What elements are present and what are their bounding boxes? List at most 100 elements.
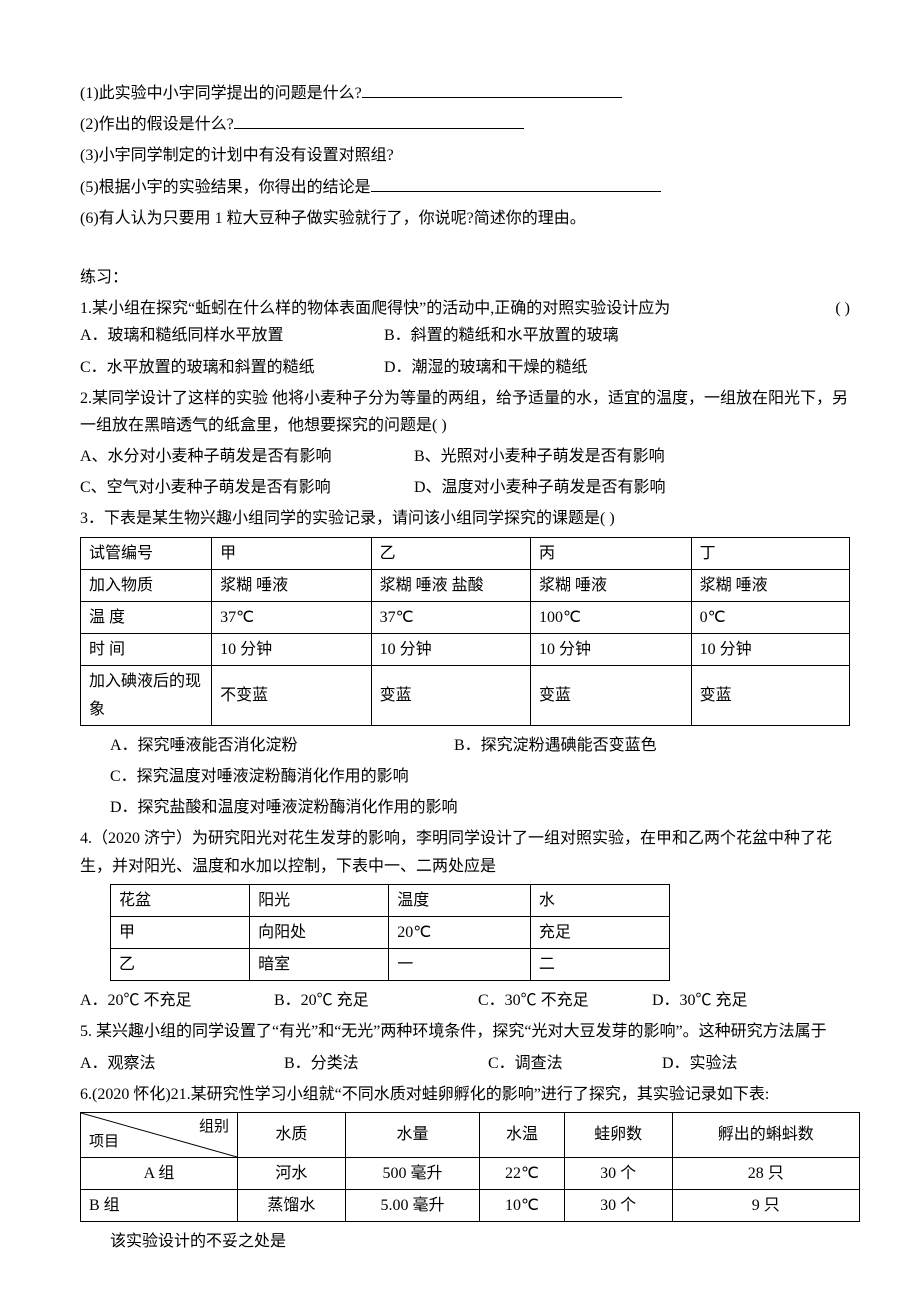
q1-paren[interactable]: ( ) <box>835 295 850 322</box>
q6-diag-bot: 项目 <box>89 1130 119 1156</box>
q3-r2c1: 10 分钟 <box>212 634 371 666</box>
q3-r2c3: 10 分钟 <box>531 634 692 666</box>
q1-opt-d[interactable]: D．潮湿的玻璃和干燥的糙纸 <box>384 359 588 376</box>
q4-th-0: 花盆 <box>111 884 250 916</box>
q2-stem: 2.某同学设计了这样的实验 他将小麦种子分为等量的两组，给予适量的水，适宜的温度… <box>80 385 850 439</box>
q3-r3c4: 变蓝 <box>691 666 849 725</box>
q3-th-1: 甲 <box>212 537 371 569</box>
q4-th-2: 温度 <box>389 884 531 916</box>
q4-r0c0: 甲 <box>111 916 250 948</box>
intro-q5: (5)根据小宇的实验结果，你得出的结论是 <box>80 174 850 201</box>
q2-opt-c[interactable]: C、空气对小麦种子萌发是否有影响 <box>80 474 410 501</box>
q6-th-2: 水温 <box>480 1113 565 1158</box>
q1-options-row2: C．水平放置的玻璃和斜置的糙纸 D．潮湿的玻璃和干燥的糙纸 <box>80 354 850 381</box>
q3-r3c0: 加入碘液后的现象 <box>81 666 212 725</box>
q6-r1c0: B 组 <box>81 1190 238 1222</box>
q1-options-row1: A．玻璃和糙纸同样水平放置 B．斜置的糙纸和水平放置的玻璃 <box>80 322 850 349</box>
q2-options-row1: A、水分对小麦种子萌发是否有影响 B、光照对小麦种子萌发是否有影响 <box>80 443 850 470</box>
q3-r0c0: 加入物质 <box>81 569 212 601</box>
q4-table: 花盆 阳光 温度 水 甲 向阳处 20℃ 充足 乙 暗室 一 二 <box>110 884 670 982</box>
q6-r0c3: 22℃ <box>480 1158 565 1190</box>
q3-r0c4: 浆糊 唾液 <box>691 569 849 601</box>
q3-r0c3: 浆糊 唾液 <box>531 569 692 601</box>
table-row: 时 间 10 分钟 10 分钟 10 分钟 10 分钟 <box>81 634 850 666</box>
q4-r1c0: 乙 <box>111 949 250 981</box>
intro-q6: (6)有人认为只要用 1 粒大豆种子做实验就行了，你说呢?简述你的理由。 <box>80 205 850 232</box>
q4-opt-b[interactable]: B．20℃ 充足 <box>274 987 474 1014</box>
q3-r2c4: 10 分钟 <box>691 634 849 666</box>
q3-th-0: 试管编号 <box>81 537 212 569</box>
q6-r1c2: 5.00 毫升 <box>345 1190 479 1222</box>
q3-opt-d[interactable]: D．探究盐酸和温度对唾液淀粉酶消化作用的影响 <box>80 794 850 821</box>
q6-r1c1: 蒸馏水 <box>238 1190 346 1222</box>
q4-stem: 4.（2020 济宁）为研究阳光对花生发芽的影响，李明同学设计了一组对照实验，在… <box>80 825 850 879</box>
q1-stem: 1.某小组在探究“蚯蚓在什么样的物体表面爬得快”的活动中,正确的对照实验设计应为 <box>80 295 670 322</box>
table-row: 甲 向阳处 20℃ 充足 <box>111 916 670 948</box>
q6-th-0: 水质 <box>238 1113 346 1158</box>
q2-opt-a[interactable]: A、水分对小麦种子萌发是否有影响 <box>80 443 410 470</box>
intro-q1-blank[interactable] <box>362 81 622 98</box>
table-row: 花盆 阳光 温度 水 <box>111 884 670 916</box>
q6-r0c2: 500 毫升 <box>345 1158 479 1190</box>
q6-r1c5: 9 只 <box>672 1190 859 1222</box>
q6-diag-cell: 组别 项目 <box>81 1113 238 1158</box>
q3-opt-a[interactable]: A．探究唾液能否消化淀粉 <box>110 732 450 759</box>
q6-th-4: 孵出的蝌蚪数 <box>672 1113 859 1158</box>
q3-th-2: 乙 <box>371 537 530 569</box>
table-row: A 组 河水 500 毫升 22℃ 30 个 28 只 <box>81 1158 860 1190</box>
q5-opt-b[interactable]: B．分类法 <box>284 1050 484 1077</box>
q4-opt-a[interactable]: A．20℃ 不充足 <box>80 987 270 1014</box>
q3-r1c3: 100℃ <box>531 602 692 634</box>
q6-tail: 该实验设计的不妥之处是 <box>80 1228 850 1255</box>
q4-opt-d[interactable]: D．30℃ 充足 <box>652 992 748 1009</box>
q6-r0c4: 30 个 <box>564 1158 672 1190</box>
q3-r2c2: 10 分钟 <box>371 634 530 666</box>
q6-r1c4: 30 个 <box>564 1190 672 1222</box>
q2-opt-b[interactable]: B、光照对小麦种子萌发是否有影响 <box>414 448 665 465</box>
q5-stem: 5. 某兴趣小组的同学设置了“有光”和“无光”两种环境条件，探究“光对大豆发芽的… <box>80 1018 850 1045</box>
q3-th-3: 丙 <box>531 537 692 569</box>
table-row: 加入碘液后的现象 不变蓝 变蓝 变蓝 变蓝 <box>81 666 850 725</box>
q3-options-row1: A．探究唾液能否消化淀粉 B．探究淀粉遇碘能否变蓝色 <box>80 732 850 759</box>
q4-r0c1: 向阳处 <box>250 916 389 948</box>
q3-r0c2: 浆糊 唾液 盐酸 <box>371 569 530 601</box>
q6-table: 组别 项目 水质 水量 水温 蛙卵数 孵出的蝌蚪数 A 组 河水 500 毫升 … <box>80 1112 860 1222</box>
q4-th-3: 水 <box>530 884 669 916</box>
q4-opt-c[interactable]: C．30℃ 不充足 <box>478 987 648 1014</box>
q6-r1c3: 10℃ <box>480 1190 565 1222</box>
q3-opt-b[interactable]: B．探究淀粉遇碘能否变蓝色 <box>454 737 657 754</box>
table-row: 乙 暗室 一 二 <box>111 949 670 981</box>
q6-th-1: 水量 <box>345 1113 479 1158</box>
table-row: B 组 蒸馏水 5.00 毫升 10℃ 30 个 9 只 <box>81 1190 860 1222</box>
intro-q2: (2)作出的假设是什么? <box>80 111 850 138</box>
intro-q2-blank[interactable] <box>234 112 524 129</box>
q5-opt-a[interactable]: A．观察法 <box>80 1050 280 1077</box>
q3-table: 试管编号 甲 乙 丙 丁 加入物质 浆糊 唾液 浆糊 唾液 盐酸 浆糊 唾液 浆… <box>80 537 850 726</box>
q2-opt-d[interactable]: D、温度对小麦种子萌发是否有影响 <box>414 479 666 496</box>
q3-r1c0: 温 度 <box>81 602 212 634</box>
q6-r0c1: 河水 <box>238 1158 346 1190</box>
q2-options-row2: C、空气对小麦种子萌发是否有影响 D、温度对小麦种子萌发是否有影响 <box>80 474 850 501</box>
q5-options: A．观察法 B．分类法 C．调查法 D．实验法 <box>80 1050 850 1077</box>
intro-q5-blank[interactable] <box>371 175 661 192</box>
q3-r0c1: 浆糊 唾液 <box>212 569 371 601</box>
q5-opt-d[interactable]: D．实验法 <box>662 1055 738 1072</box>
q3-stem: 3．下表是某生物兴趣小组同学的实验记录，请问该小组同学探究的课题是( ) <box>80 505 850 532</box>
q1-opt-a[interactable]: A．玻璃和糙纸同样水平放置 <box>80 322 380 349</box>
q1-opt-c[interactable]: C．水平放置的玻璃和斜置的糙纸 <box>80 354 380 381</box>
intro-q1-prefix: (1)此实验中小宇同学提出的问题是什么? <box>80 85 362 102</box>
q4-r0c3: 充足 <box>530 916 669 948</box>
table-row: 温 度 37℃ 37℃ 100℃ 0℃ <box>81 602 850 634</box>
q3-r2c0: 时 间 <box>81 634 212 666</box>
q3-r1c4: 0℃ <box>691 602 849 634</box>
q4-th-1: 阳光 <box>250 884 389 916</box>
table-row: 加入物质 浆糊 唾液 浆糊 唾液 盐酸 浆糊 唾液 浆糊 唾液 <box>81 569 850 601</box>
q4-options: A．20℃ 不充足 B．20℃ 充足 C．30℃ 不充足 D．30℃ 充足 <box>80 987 850 1014</box>
q3-opt-c[interactable]: C．探究温度对唾液淀粉酶消化作用的影响 <box>80 763 850 790</box>
q4-r1c1: 暗室 <box>250 949 389 981</box>
q1-opt-b[interactable]: B．斜置的糙纸和水平放置的玻璃 <box>384 327 619 344</box>
q5-opt-c[interactable]: C．调查法 <box>488 1050 658 1077</box>
q3-r3c3: 变蓝 <box>531 666 692 725</box>
q3-r3c2: 变蓝 <box>371 666 530 725</box>
intro-q1: (1)此实验中小宇同学提出的问题是什么? <box>80 80 850 107</box>
